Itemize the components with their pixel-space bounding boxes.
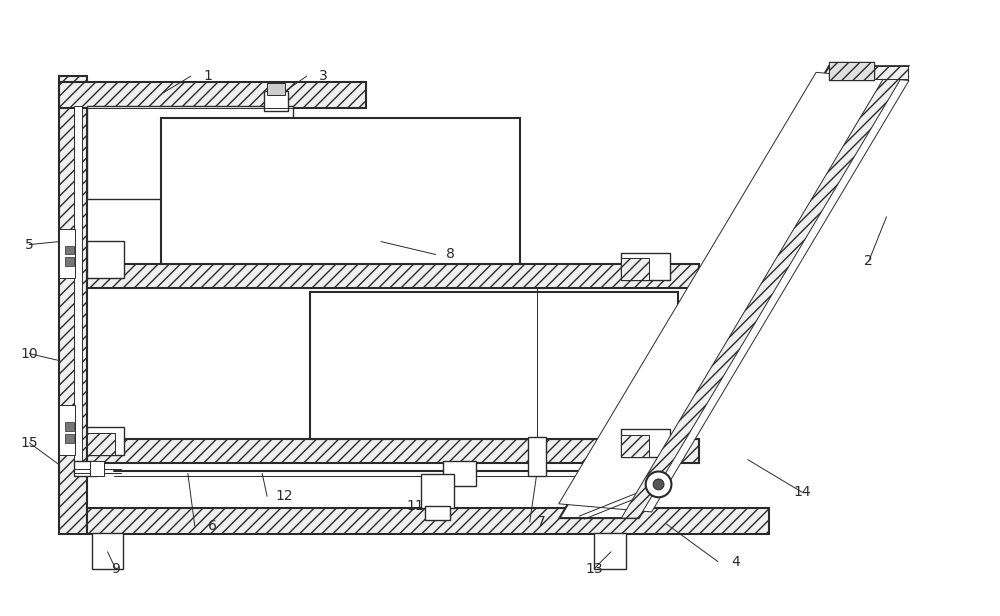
- Bar: [443, 461, 476, 487]
- Text: 6: 6: [208, 519, 217, 533]
- Bar: [87, 264, 699, 288]
- Bar: [59, 76, 87, 534]
- Bar: [87, 439, 699, 463]
- Bar: [621, 435, 649, 456]
- Text: 5: 5: [25, 238, 34, 251]
- Bar: [264, 91, 288, 111]
- Bar: [621, 429, 670, 456]
- Bar: [74, 106, 82, 463]
- Polygon shape: [559, 72, 909, 512]
- Bar: [528, 437, 546, 476]
- Bar: [425, 506, 450, 520]
- Bar: [161, 118, 520, 264]
- Polygon shape: [559, 66, 908, 518]
- Bar: [59, 405, 75, 455]
- Bar: [65, 434, 74, 443]
- Bar: [90, 461, 104, 476]
- Bar: [829, 62, 874, 80]
- Text: 13: 13: [585, 562, 603, 575]
- Bar: [87, 433, 115, 455]
- Text: 10: 10: [20, 347, 38, 360]
- Bar: [65, 422, 74, 431]
- Bar: [87, 427, 124, 455]
- Text: 7: 7: [537, 515, 546, 529]
- Text: 1: 1: [203, 69, 212, 83]
- Bar: [421, 474, 454, 508]
- Bar: [74, 461, 96, 476]
- Bar: [621, 259, 649, 280]
- Bar: [621, 253, 670, 280]
- Bar: [87, 106, 293, 199]
- Bar: [59, 82, 366, 108]
- Text: 8: 8: [446, 248, 455, 261]
- Text: 2: 2: [864, 254, 873, 269]
- Bar: [829, 62, 874, 80]
- Text: 11: 11: [407, 499, 425, 513]
- Bar: [92, 533, 123, 569]
- Polygon shape: [829, 66, 908, 79]
- Bar: [87, 508, 769, 534]
- Bar: [65, 257, 74, 266]
- Text: 15: 15: [20, 436, 38, 450]
- Text: 14: 14: [793, 485, 811, 500]
- Bar: [267, 83, 285, 95]
- Bar: [310, 292, 678, 439]
- Text: 9: 9: [111, 562, 120, 575]
- Bar: [65, 246, 74, 254]
- Text: 3: 3: [319, 69, 328, 83]
- Bar: [87, 241, 124, 278]
- Text: 12: 12: [275, 489, 293, 503]
- Text: 4: 4: [731, 554, 740, 569]
- Bar: [594, 533, 626, 569]
- Circle shape: [646, 471, 671, 497]
- Polygon shape: [621, 66, 908, 518]
- Bar: [59, 229, 75, 278]
- Circle shape: [653, 479, 664, 490]
